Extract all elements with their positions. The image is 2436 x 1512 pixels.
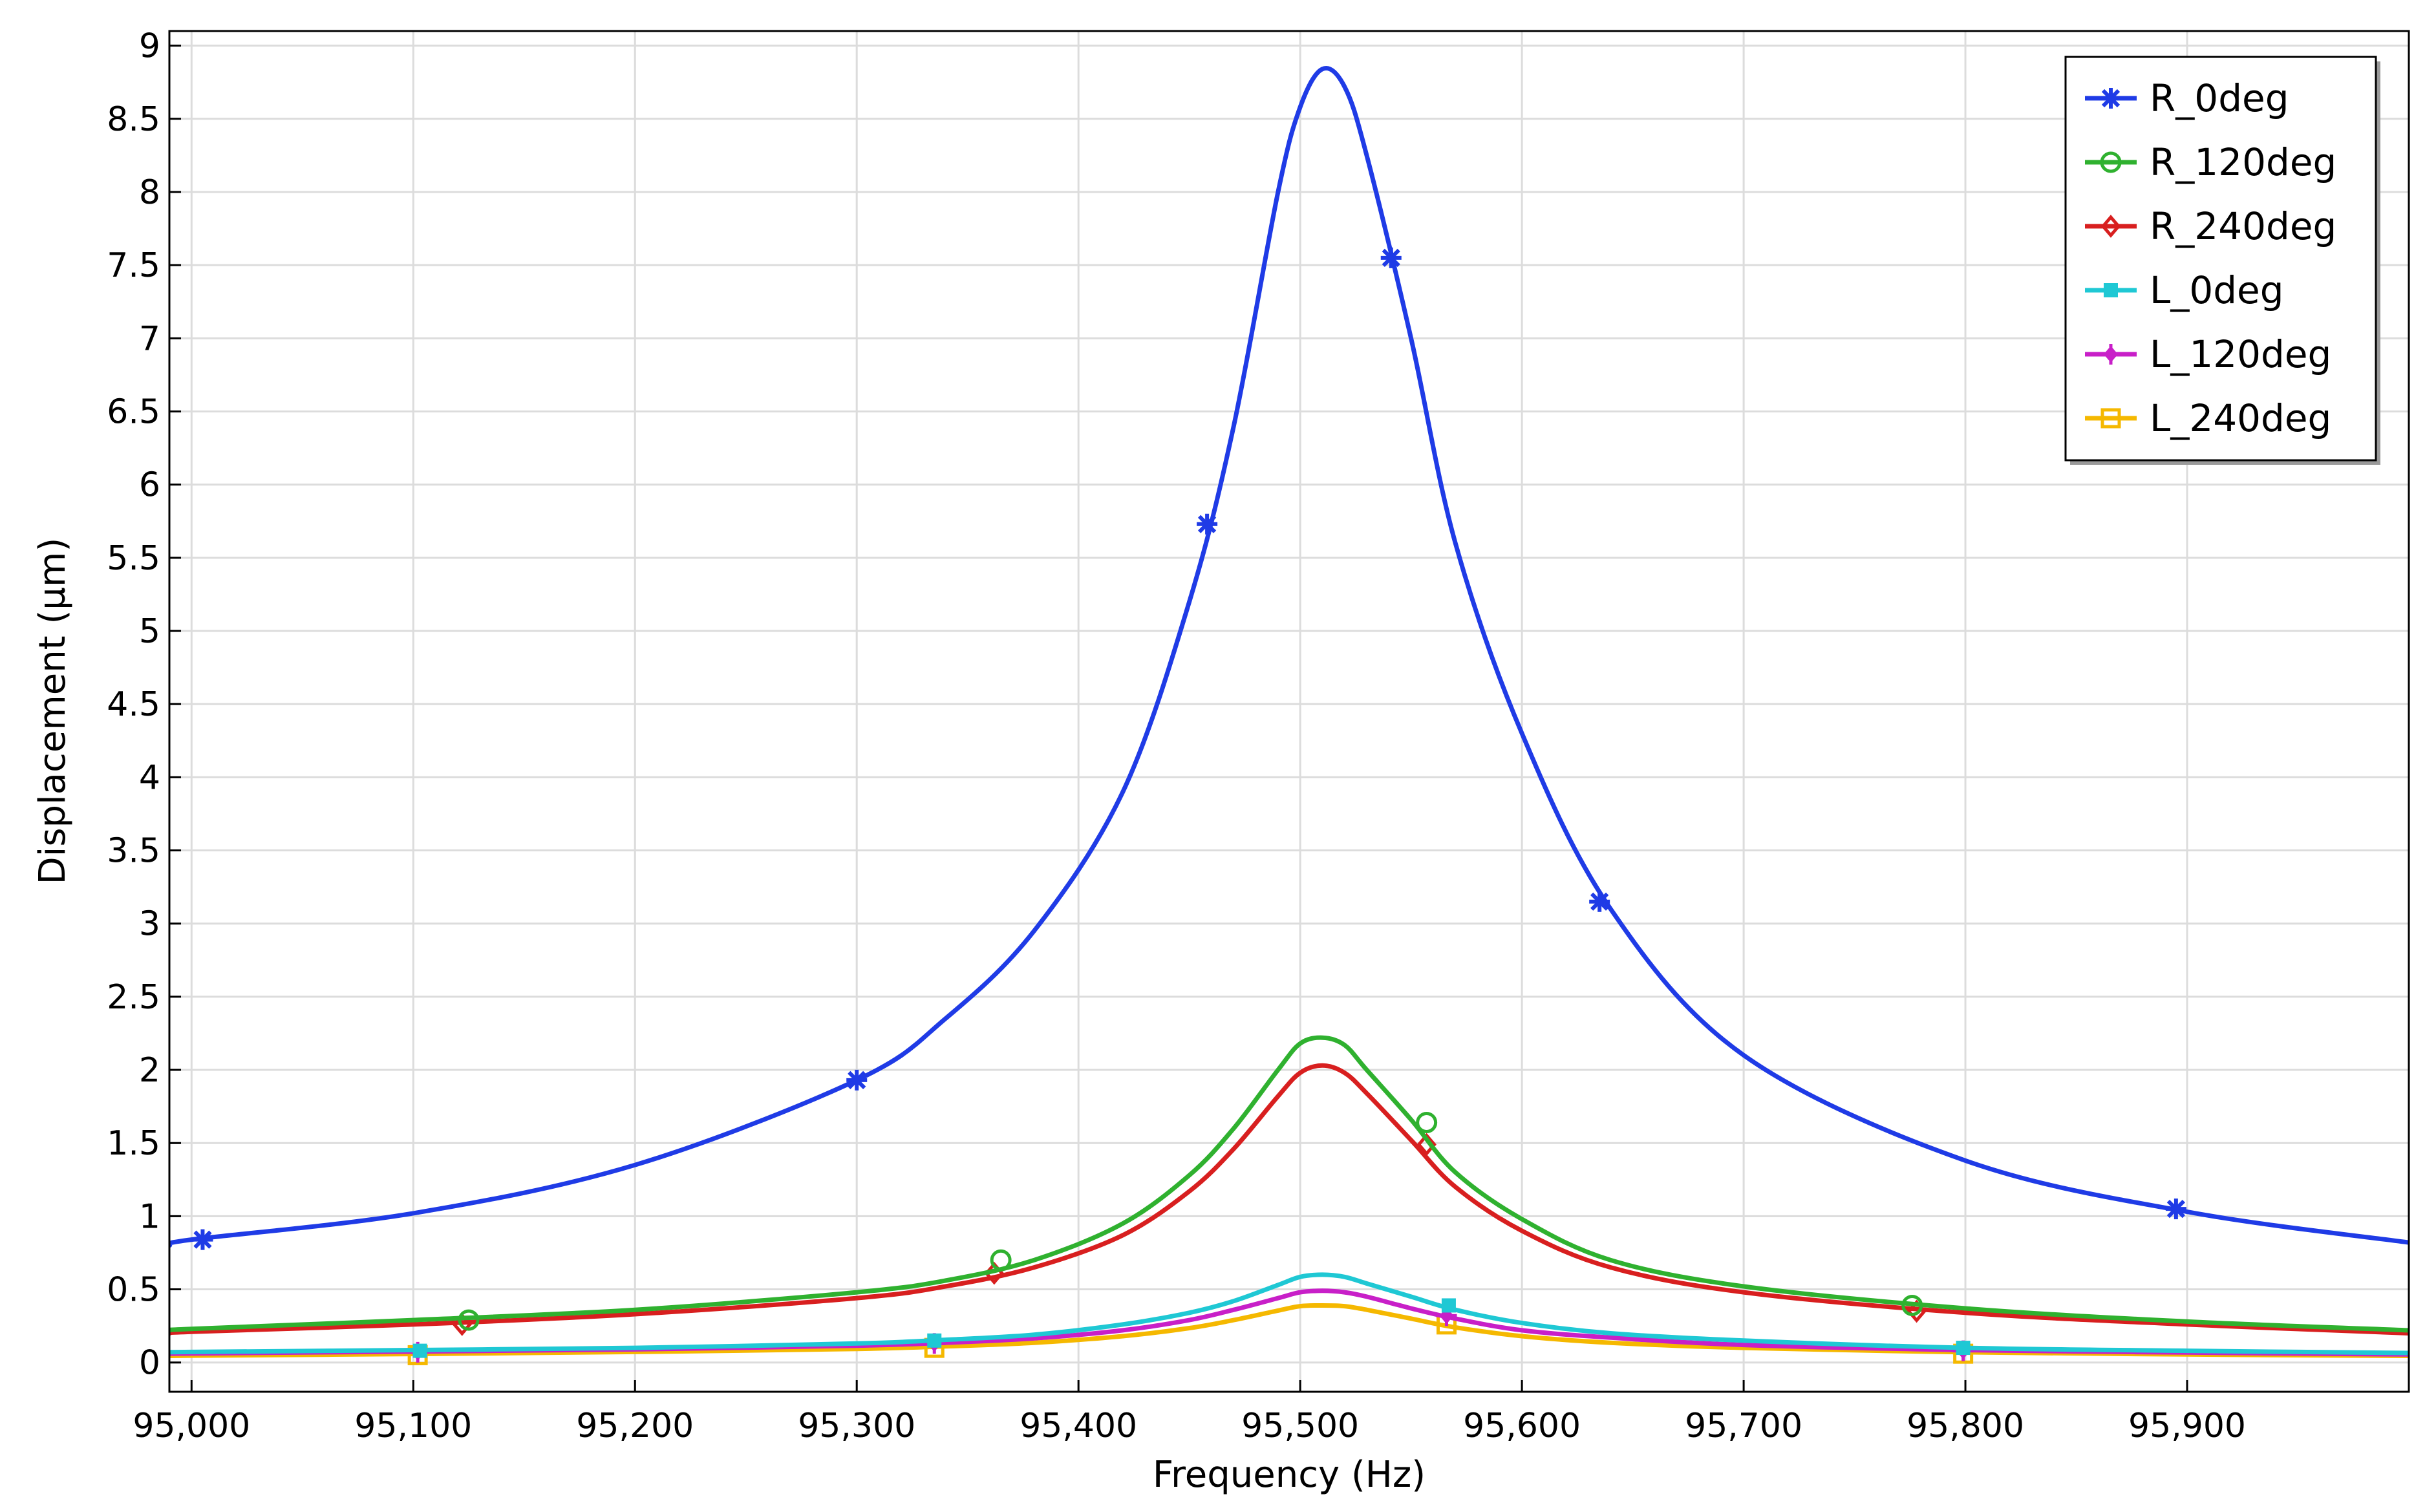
y-tick-label: 1 (139, 1197, 160, 1236)
y-tick-label: 0 (139, 1344, 160, 1383)
data-point-R_0deg (1197, 513, 1218, 535)
y-tick-label: 2 (139, 1051, 160, 1090)
y-tick-label: 8.5 (107, 100, 160, 139)
series-line-L_240deg (169, 1303, 2409, 1359)
data-point-R_0deg (192, 1229, 213, 1250)
y-tick-label: 4.5 (107, 685, 160, 724)
data-point-R_120deg (1416, 1112, 1438, 1134)
x-tick-label: 95,300 (798, 1407, 915, 1445)
legend-entry-L_0deg: L_0deg (2085, 268, 2284, 312)
legend-label: R_240deg (2150, 204, 2336, 248)
x-tick-label: 95,500 (1241, 1407, 1359, 1445)
legend-entry-R_120deg: R_120deg (2085, 140, 2336, 184)
y-tick-label: 6.5 (107, 392, 160, 431)
legend-label: R_0deg (2150, 76, 2289, 120)
axis-ticks: 95,000 95,100 95,200 95,300 95,400 95,500 95,6… (107, 27, 2246, 1445)
data-point-R_0deg (1589, 891, 1610, 912)
legend-marker (2100, 215, 2121, 238)
data-point-L_0deg (1441, 1298, 1456, 1313)
series-line-R_120deg (169, 1035, 2409, 1333)
legend-marker (2104, 283, 2118, 297)
x-tick-label: 95,100 (354, 1407, 472, 1445)
legend-marker (2100, 88, 2121, 109)
x-tick-label: 95,200 (576, 1407, 694, 1445)
x-tick-label: 95,600 (1463, 1407, 1581, 1445)
y-tick-label: 6 (139, 466, 160, 505)
y-tick-label: 7 (139, 319, 160, 358)
x-tick-label: 95,900 (2128, 1407, 2246, 1445)
legend-marker (2100, 151, 2122, 173)
data-point-R_0deg (2165, 1198, 2186, 1220)
data-point-L_0deg (412, 1343, 427, 1358)
y-tick-label: 4 (139, 758, 160, 797)
data-point-L_0deg (1956, 1341, 1971, 1356)
data-point-L_0deg (927, 1333, 942, 1348)
grid (169, 31, 2409, 1392)
x-axis-title: Frequency (Hz) (1153, 1454, 1426, 1496)
data-point-R_120deg (1901, 1294, 1923, 1316)
data-point-R_240deg (1416, 1133, 1437, 1156)
plot-frame (168, 30, 2410, 1393)
series-line-L_0deg (169, 1272, 2409, 1356)
y-tick-label: 7.5 (107, 246, 160, 285)
legend-label: R_120deg (2150, 140, 2336, 184)
y-tick-label: 5.5 (107, 539, 160, 578)
y-tick-label: 5 (139, 612, 160, 651)
legend-box (2064, 56, 2377, 462)
legend-label: L_240deg (2150, 396, 2331, 440)
legend-marker (2100, 344, 2121, 365)
data-point-R_120deg (990, 1249, 1012, 1271)
y-tick-label: 2.5 (107, 978, 160, 1017)
x-tick-label: 95,000 (133, 1407, 250, 1445)
legend-entry-R_0deg: R_0deg (2085, 76, 2289, 120)
series-line-R_240deg (169, 1063, 2409, 1336)
y-tick-label: 3 (139, 905, 160, 944)
x-tick-label: 95,800 (1907, 1407, 2024, 1445)
legend-entry-L_240deg: L_240deg (2085, 396, 2331, 440)
data-point-R_0deg (1380, 247, 1402, 268)
y-tick-label: 3.5 (107, 832, 160, 871)
y-tick-label: 9 (139, 27, 160, 66)
y-axis-title: Displacement (µm) (32, 538, 74, 885)
data-series (169, 66, 2409, 1365)
legend-label: L_120deg (2150, 332, 2331, 376)
y-tick-label: 0.5 (107, 1271, 160, 1310)
legend-items: R_0deg R_120deg R_240deg L_0deg L_120deg L_24… (2085, 76, 2336, 440)
x-tick-label: 95,400 (1020, 1407, 1137, 1445)
series-line-R_0deg (169, 66, 2409, 1248)
data-point-R_240deg (452, 1313, 473, 1336)
legend-entry-L_120deg: L_120deg (2085, 332, 2331, 376)
legend-entry-R_240deg: R_240deg (2085, 204, 2336, 248)
legend: R_0deg R_120deg R_240deg L_0deg L_120deg L_24… (2064, 56, 2380, 465)
legend-label: L_0deg (2150, 268, 2284, 312)
data-point-R_120deg (458, 1309, 480, 1331)
y-tick-label: 8 (139, 173, 160, 212)
data-point-R_0deg (846, 1069, 868, 1091)
y-tick-label: 1.5 (107, 1124, 160, 1163)
legend-marker (2100, 408, 2121, 429)
x-tick-label: 95,700 (1685, 1407, 1802, 1445)
